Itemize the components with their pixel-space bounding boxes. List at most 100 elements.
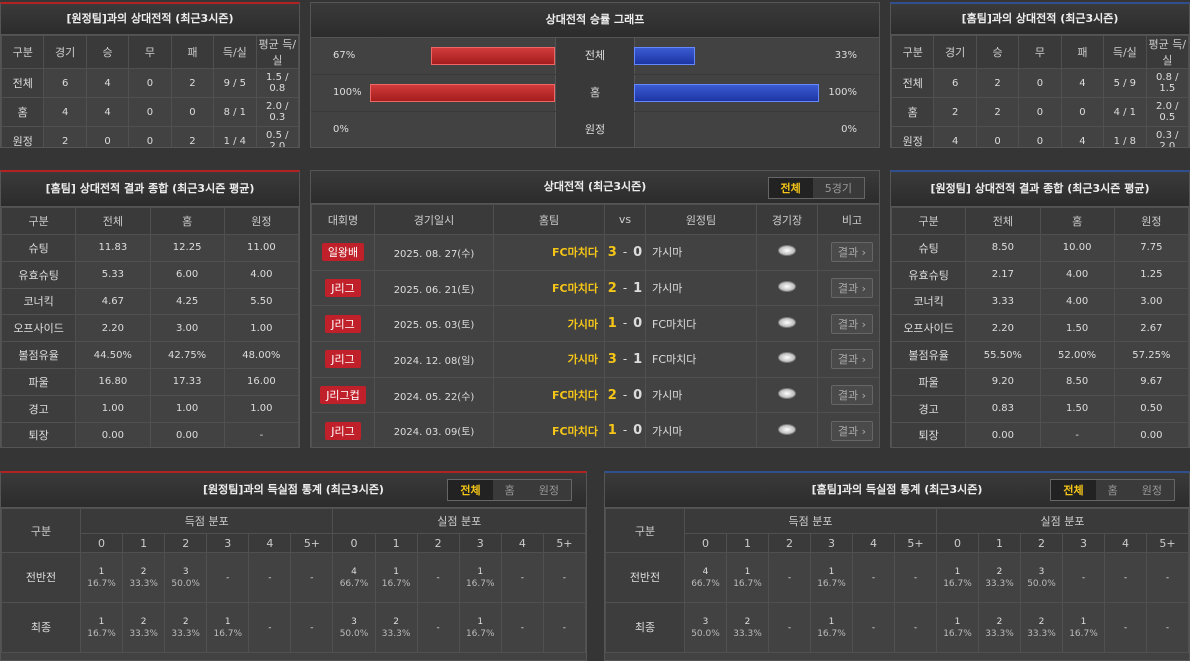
stat-value: 0.83 (965, 394, 1041, 423)
stat-value: 0 (128, 97, 172, 127)
tab[interactable]: 원정 (526, 480, 571, 500)
goal-cell: 2 33.3% (122, 552, 166, 603)
stadium-cell (756, 341, 818, 378)
goal-cell: 1 16.7% (936, 602, 979, 653)
bucket-header: 3 (458, 533, 502, 553)
goal-pct: 50.0% (171, 578, 200, 589)
stadium-icon[interactable] (778, 316, 796, 328)
home-bar (370, 84, 555, 102)
stat-value: 4 (1060, 68, 1105, 98)
header-row: 구분 경기 승 무 패 득/실 평균 득/실 (1, 35, 299, 69)
stadium-icon[interactable] (778, 281, 796, 293)
goal-count: 2 (1038, 616, 1045, 627)
competition-badge: J리그 (325, 421, 361, 440)
header-row: 구분 전체 홈 원정 (891, 207, 1189, 235)
away-team: 가시마 (645, 269, 757, 307)
match-date: 2024. 12. 08(일) (374, 341, 494, 378)
stat-value: 4 (933, 126, 977, 147)
goal-row: 최종 3 50.0% 2 33.3% -1 16.7% - -1 16.7% 2 33.3% 2 33.3… (605, 602, 1189, 653)
column-header: 무 (128, 35, 172, 69)
tab[interactable]: 홈 (1095, 480, 1130, 500)
result-button[interactable]: 결과 (830, 420, 874, 441)
result-button[interactable]: 결과 (830, 242, 874, 263)
column-header: vs (604, 204, 646, 235)
result-button[interactable]: 결과 (830, 278, 874, 299)
tab-group: 전체 홈 원정 (447, 479, 572, 501)
stat-value: 0.3 / 2.0 (1145, 126, 1189, 147)
goal-cell: - (852, 602, 895, 653)
goal-row: 최종 1 16.7% 2 33.3% 2 33.3% 1 16.7% - -3 50.0% 2 33.3%… (1, 602, 586, 653)
stat-value: 0.5 / 2.0 (255, 126, 299, 147)
stadium-icon[interactable] (778, 423, 796, 435)
column-header: 대회명 (311, 204, 375, 235)
tab[interactable]: 전체 (448, 480, 493, 500)
goal-count: - (520, 622, 524, 633)
result-button[interactable]: 결과 (830, 349, 874, 370)
home-goals: 3 (607, 351, 617, 367)
goal-cell: 3 50.0% (164, 552, 208, 603)
stat-row: 유효슈팅 5.33 6.00 4.00 (1, 260, 299, 289)
goal-cell: 2 33.3% (978, 602, 1021, 653)
goal-cell: 4 66.7% (332, 552, 376, 603)
stat-value: 1.25 (1113, 260, 1189, 289)
stat-table: 구분 전체 홈 원정 슈팅 11.83 12.25 11.00 유효슈팅 5.33 6.00 4.00… (1, 207, 299, 447)
score-separator: - (622, 423, 628, 438)
row-label: 유효슈팅 (1, 260, 77, 289)
stadium-icon[interactable] (778, 245, 796, 257)
stat-value: 5.33 (75, 260, 151, 289)
goal-count: 2 (140, 616, 147, 627)
column-header: 승 (975, 35, 1020, 69)
column-header: 구분 (891, 207, 967, 235)
goal-cell: 1 16.7% (458, 602, 502, 653)
goal-cell: 2 33.3% (1020, 602, 1063, 653)
stat-value: 0.00 (1113, 421, 1189, 447)
stat-value: 5 / 9 (1103, 68, 1147, 98)
home-team: FC마치다 (493, 412, 605, 447)
tab[interactable]: 원정 (1129, 480, 1174, 500)
goal-cell: 1 16.7% (79, 602, 124, 653)
stadium-icon[interactable] (778, 388, 796, 400)
tab[interactable]: 홈 (492, 480, 527, 500)
goal-cell: - (894, 602, 937, 653)
stat-value: 2 (975, 97, 1020, 127)
goal-count: 4 (702, 566, 709, 577)
stadium-cell (756, 234, 818, 271)
goal-count: - (871, 572, 876, 583)
stadium-icon[interactable] (778, 352, 796, 364)
home-goals: 3 (607, 244, 617, 260)
away-team: FC마치다 (645, 341, 757, 378)
goal-count: 2 (182, 616, 189, 627)
score-separator: - (622, 316, 628, 331)
stat-value: 10.00 (1039, 234, 1115, 262)
result-button[interactable]: 결과 (830, 313, 874, 334)
goal-cell: - (248, 552, 292, 603)
row-label: 전반전 (605, 552, 685, 603)
graph-row: 100% 홈 100% (311, 75, 879, 112)
goal-pct: 50.0% (691, 628, 720, 639)
row-label: 홈 (1, 97, 45, 127)
tab[interactable]: 5경기 (812, 178, 864, 198)
home-pct: 100% (333, 87, 362, 98)
stat-value: 0 (1060, 97, 1105, 127)
stat-row: 파울 9.20 8.50 9.67 (891, 367, 1189, 396)
stat-value: 0.8 / 1.5 (1145, 68, 1189, 98)
stat-value: 2.17 (965, 260, 1041, 289)
stat-table: 구분 경기 승 무 패 득/실 평균 득/실 전체 6 4 0 2 9 / 5 1.5 / 0.8 홈 4 4 0… (1, 35, 299, 147)
tab[interactable]: 전체 (1051, 480, 1096, 500)
goal-count: - (226, 572, 230, 583)
stat-row: 경고 1.00 1.00 1.00 (1, 394, 299, 423)
tab[interactable]: 전체 (768, 178, 813, 198)
goal-count: - (913, 572, 918, 583)
home-goals: 1 (607, 423, 617, 439)
match-row: 일왕배 2025. 08. 27(수) FC마치다 3-0 가시마 결과 (311, 234, 879, 271)
row-label: 슈팅 (1, 234, 77, 262)
away-team: 가시마 (645, 234, 757, 271)
result-button[interactable]: 결과 (830, 385, 874, 406)
goal-cell: - (500, 602, 544, 653)
goal-pct: 33.3% (129, 628, 158, 639)
away-team: FC마치다 (645, 305, 757, 343)
stat-value: 1 / 4 (213, 126, 257, 147)
competition-cell: J리그컵 (311, 376, 375, 414)
stat-value: 0 (1018, 97, 1062, 127)
score-cell: 3-1 (604, 341, 646, 378)
